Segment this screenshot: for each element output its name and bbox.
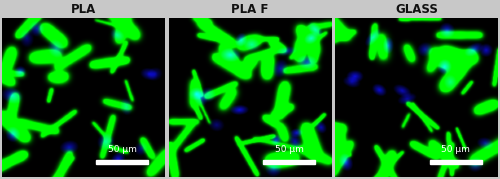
Text: 50 μm: 50 μm: [274, 145, 304, 154]
Text: 50 μm: 50 μm: [108, 145, 137, 154]
Text: PLA: PLA: [70, 3, 96, 16]
Bar: [430, 160, 482, 164]
Bar: [263, 160, 315, 164]
Text: 50 μm: 50 μm: [442, 145, 470, 154]
Text: GLASS: GLASS: [395, 3, 438, 16]
Text: PLA F: PLA F: [232, 3, 268, 16]
Bar: [96, 160, 148, 164]
